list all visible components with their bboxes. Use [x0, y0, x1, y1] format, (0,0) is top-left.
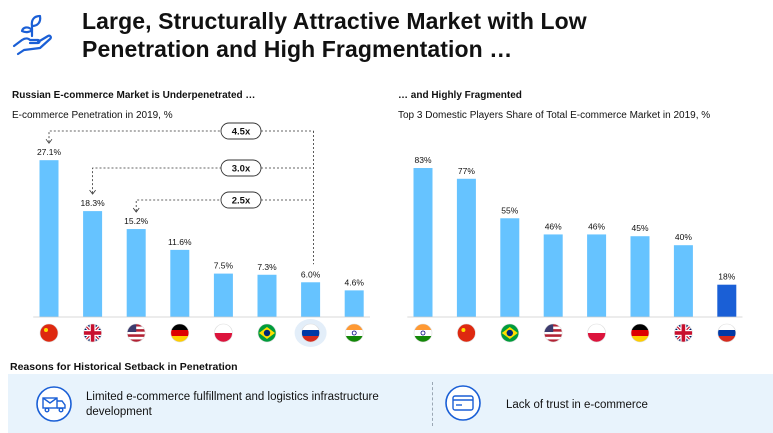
bar-china	[456, 178, 476, 317]
bar-russia	[301, 282, 321, 317]
callout-arrow	[132, 207, 140, 213]
bar-brazil	[500, 218, 520, 317]
bar-usa	[543, 234, 563, 317]
flag-pl-icon	[214, 323, 233, 343]
flag-br-icon	[500, 323, 520, 343]
multiple-label: 2.5x	[232, 196, 251, 207]
reason-item-logistics: Limited e-commerce fulfillment and logis…	[86, 390, 379, 420]
bar-russia	[717, 284, 737, 317]
header: Large, Structurally Attractive Market wi…	[0, 0, 773, 70]
multiple-badge	[220, 122, 262, 140]
page-title: Large, Structurally Attractive Market wi…	[82, 7, 587, 63]
multiple-label: 3.0x	[232, 164, 251, 175]
multiple-badge	[220, 159, 262, 177]
multiple-badge	[220, 191, 262, 209]
flag-de-icon	[170, 323, 190, 343]
data-label: 45%	[631, 223, 648, 233]
data-label: 83%	[414, 155, 431, 165]
bar-usa	[126, 229, 146, 317]
reason-text-line: Limited e-commerce fulfillment and logis…	[86, 391, 379, 403]
bar-brazil	[257, 274, 277, 317]
flag-uk-icon	[83, 323, 102, 343]
data-label: 4.6%	[345, 277, 365, 287]
flag-in-icon	[413, 323, 433, 343]
data-label: 18%	[718, 272, 735, 282]
left-panel-subtitle: E-commerce Penetration in 2019, %	[12, 110, 173, 121]
bar-india	[344, 290, 364, 317]
flag-pl-icon	[587, 323, 606, 343]
data-label: 7.5%	[214, 261, 234, 271]
right-panel-title: … and Highly Fragmented	[398, 90, 522, 101]
flag-cn-icon	[39, 323, 59, 343]
data-label: 6.0%	[301, 269, 321, 279]
bar-poland	[587, 234, 607, 317]
multiple-label: 4.5x	[232, 127, 251, 138]
reasons-panel: Limited e-commerce fulfillment and logis…	[8, 374, 773, 433]
charts-canvas: 27.1% 18.3% 15.2% 11.6% 7.5% 7.3% 6.0% 4.6% 83% 7…	[33, 122, 743, 347]
delivery-truck-icon	[36, 386, 72, 422]
flag-us-icon	[543, 323, 563, 343]
reason-item-trust: Lack of trust in e-commerce	[506, 398, 648, 413]
data-label: 7.3%	[257, 262, 277, 272]
title-line-1: Large, Structurally Attractive Market wi…	[82, 8, 587, 34]
flag-us-icon	[126, 323, 146, 343]
data-label: 40%	[675, 232, 692, 242]
right-panel-subtitle: Top 3 Domestic Players Share of Total E-…	[398, 110, 711, 121]
flag-uk-icon	[674, 323, 693, 343]
flag-de-icon	[630, 323, 650, 343]
flag-in-icon	[344, 323, 364, 343]
flag-ru-icon	[717, 323, 737, 343]
credit-card-icon	[445, 385, 481, 421]
reason-text-line: development	[86, 406, 152, 418]
flag-br-icon	[257, 323, 277, 343]
bar-germany	[630, 236, 650, 317]
reasons-title: Reasons for Historical Setback in Penetr…	[10, 361, 238, 373]
bar-uk	[673, 245, 693, 317]
callout-arrow	[45, 138, 53, 144]
callout-line	[92, 167, 221, 194]
callout-line	[48, 130, 221, 143]
data-label: 11.6%	[168, 237, 192, 247]
data-label: 15.2%	[124, 216, 149, 226]
bar-germany	[170, 249, 190, 317]
hand-plant-icon	[12, 14, 52, 56]
data-label: 18.3%	[81, 198, 106, 208]
bar-china	[39, 160, 59, 317]
bar-uk	[83, 211, 103, 317]
left-panel-title: Russian E-commerce Market is Underpenetr…	[12, 90, 256, 101]
data-label: 55%	[501, 205, 518, 215]
flag-cn-icon	[457, 323, 476, 343]
data-label: 46%	[545, 221, 562, 231]
callout-line	[135, 199, 221, 212]
flag-ru-icon	[301, 323, 320, 343]
title-line-2: Penetration and High Fragmentation …	[82, 36, 513, 62]
reason-text-line: Lack of trust in e-commerce	[506, 399, 648, 411]
callout-arrow	[89, 189, 96, 195]
data-label: 77%	[458, 166, 475, 176]
bar-india	[413, 168, 433, 317]
divider	[432, 382, 433, 426]
data-label: 46%	[588, 221, 605, 231]
bar-poland	[213, 273, 233, 317]
data-label: 27.1%	[37, 147, 62, 157]
